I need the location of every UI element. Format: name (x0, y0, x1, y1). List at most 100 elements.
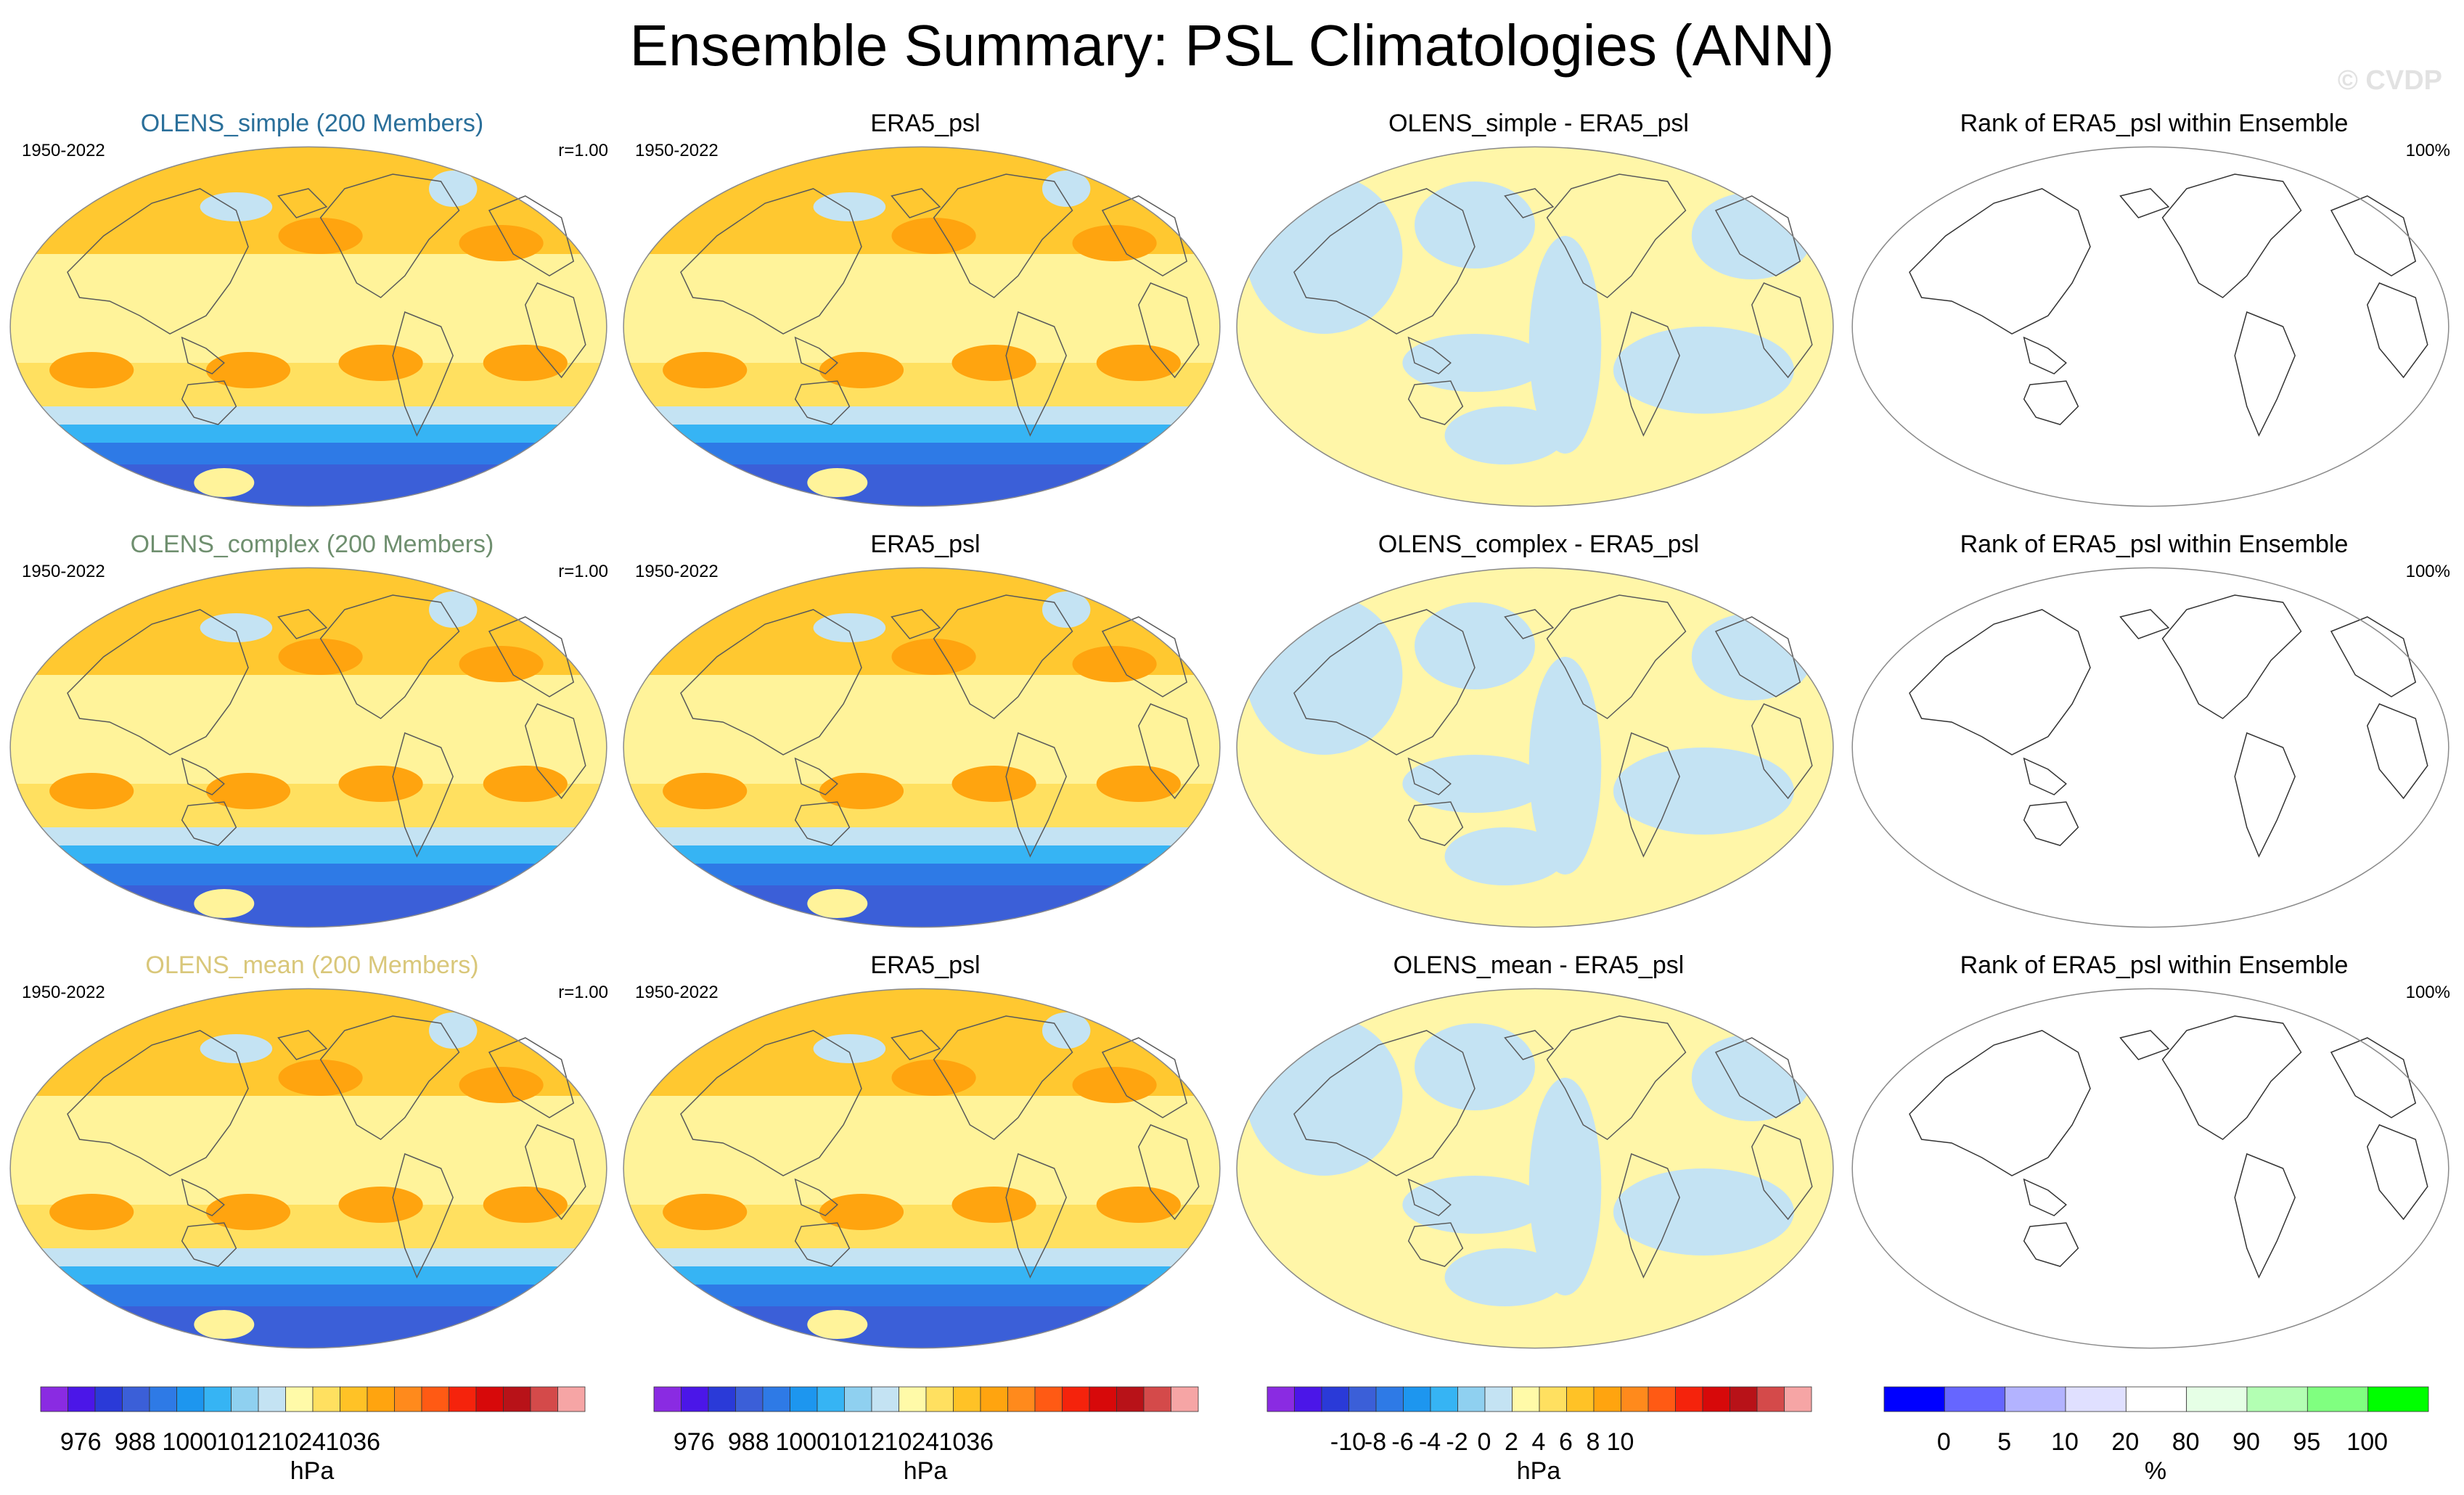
colorbar-swatch (1702, 1386, 1730, 1412)
world-map (1851, 567, 2449, 928)
colorbar-tick-label: 1024 (884, 1428, 940, 1456)
coastline (181, 1222, 237, 1267)
colorbar-swatch (2246, 1386, 2308, 1412)
period-label: 1950-2022 (635, 562, 719, 581)
colorbar-tick-label: 6 (1559, 1428, 1573, 1456)
pressure-field (623, 568, 1220, 927)
coastline (1005, 1152, 1068, 1279)
colorbar-swatch (1730, 1386, 1758, 1412)
colorbar-swatch (844, 1386, 872, 1412)
coastline (794, 1222, 851, 1267)
coastline (794, 757, 838, 795)
colorbar-swatch (790, 1386, 818, 1412)
colorbar-tick-label: 0 (1477, 1428, 1491, 1456)
coastline (2119, 609, 2170, 639)
coastline (67, 188, 249, 335)
world-map (623, 146, 1221, 507)
ensemble-title: OLENS_complex (200 Members) (130, 531, 494, 558)
difference-title: OLENS_complex - ERA5_psl (1378, 531, 1700, 558)
rank-map-panel: Rank of ERA5_psl within Ensemble 100% (1849, 951, 2459, 1357)
colorbar-swatch (2125, 1386, 2187, 1412)
continent-outlines (1293, 594, 1813, 858)
coastline (2023, 757, 2067, 795)
colorbar-tick-label: 1000 (162, 1428, 218, 1456)
coastline (1618, 1152, 1681, 1279)
colorbar-swatches (653, 1386, 1199, 1412)
coastline (181, 757, 225, 795)
colorbar-swatch (925, 1386, 954, 1412)
colorbar-swatch (871, 1386, 899, 1412)
colorbar-swatch (1621, 1386, 1649, 1412)
ensemble-title: OLENS_simple (200 Members) (140, 110, 484, 137)
colorbar-swatch (40, 1386, 68, 1412)
coastline (2330, 616, 2417, 697)
coastline (933, 1015, 1073, 1140)
figure-title: Ensemble Summary: PSL Climatologies (ANN… (629, 13, 1835, 78)
coastline (1751, 282, 1813, 379)
world-map (623, 567, 1221, 928)
colorbar-swatch (503, 1386, 531, 1412)
colorbar-tick-label: 1012 (830, 1428, 885, 1456)
world-map (1236, 146, 1834, 507)
coastline (392, 732, 454, 858)
colorbar-swatch (1062, 1386, 1090, 1412)
coastline (2119, 188, 2170, 218)
blank-field (1852, 147, 2449, 507)
observation-title: ERA5_psl (870, 531, 981, 558)
coastline (1137, 1124, 1200, 1221)
colorbar-tick-label: 80 (2172, 1428, 2200, 1456)
coastline (1293, 1030, 1475, 1176)
colorbar-swatch (1883, 1386, 1945, 1412)
coastline (277, 1030, 328, 1060)
colorbar-swatch (1539, 1386, 1567, 1412)
colorbar-swatch (1171, 1386, 1199, 1412)
colorbar-swatch (1403, 1386, 1431, 1412)
colorbar-swatch (1756, 1386, 1785, 1412)
coastline (1407, 1178, 1452, 1216)
colorbar-swatch (1430, 1386, 1458, 1412)
difference-field (1237, 988, 1833, 1348)
coastline (1101, 616, 1188, 697)
coastline (181, 801, 237, 846)
coastline (524, 1124, 586, 1221)
map-border (623, 988, 1221, 1349)
map-border (1851, 988, 2449, 1349)
colorbar-swatch (122, 1386, 150, 1412)
colorbar-swatch (1034, 1386, 1063, 1412)
rank-title: Rank of ERA5_psl within Ensemble (1960, 531, 2349, 558)
colorbar-swatch (1294, 1386, 1322, 1412)
rank-percent-label: 100% (2405, 141, 2450, 160)
colorbar-swatch (149, 1386, 177, 1412)
coastline (2119, 1030, 2170, 1060)
colorbar-swatch (340, 1386, 368, 1412)
coastline (1504, 188, 1555, 218)
coastline (67, 609, 249, 755)
colorbar-swatch (285, 1386, 314, 1412)
colorbar-tick-label: 1024 (271, 1428, 327, 1456)
continent-outlines (67, 173, 586, 437)
difference-field (1237, 147, 1833, 507)
coastline (1546, 173, 1687, 298)
colorbar-swatch (449, 1386, 477, 1412)
coastline (1714, 1037, 1801, 1118)
coastline (2023, 801, 2079, 846)
difference-map-panel: OLENS_complex - ERA5_psl (1234, 530, 1843, 936)
colorbar-swatch (67, 1386, 96, 1412)
coastline (181, 380, 237, 425)
colorbar-swatch (394, 1386, 422, 1412)
coastline (1714, 616, 1801, 697)
ensemble-mean-map-panel: OLENS_mean (200 Members) 1950-2022 r=1.00 (7, 951, 617, 1357)
continent-outlines (1909, 594, 2428, 858)
colorbar-tick-label: 100 (2346, 1428, 2389, 1456)
coastline (2366, 703, 2428, 800)
coastline (1407, 336, 1452, 374)
coastline (488, 195, 575, 277)
colorbar-swatch (681, 1386, 709, 1412)
coastline (2161, 594, 2302, 719)
colorbar-swatch (530, 1386, 558, 1412)
observation-map-panel: ERA5_psl 1950-2022 (621, 109, 1230, 515)
colorbar-swatch (1321, 1386, 1349, 1412)
colorbar-swatch (1116, 1386, 1145, 1412)
colorbar: -10 -8 -6 -4 -2 0 2 4 6 8 10 hPa (1266, 1386, 1847, 1495)
world-map (1236, 567, 1834, 928)
